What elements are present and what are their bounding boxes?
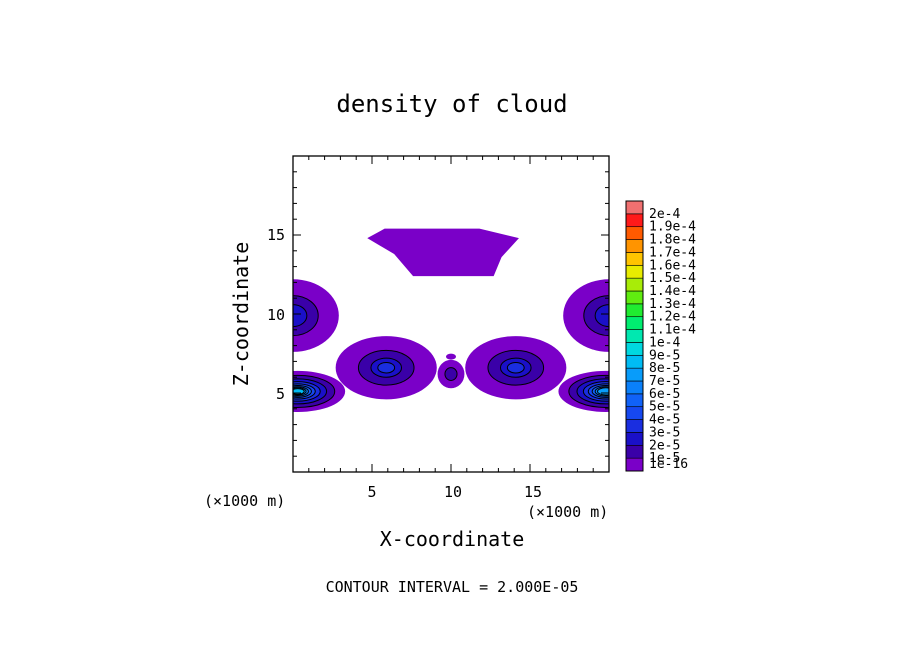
colorbar-swatch [625,200,644,215]
contour-cell-center-right-cell [465,336,567,400]
colorbar-label: 6e-5 [649,387,680,402]
colorbar-label: 1.7e-4 [649,245,696,260]
contour-cell-left-edge-upper-cell [293,279,339,352]
colorbar-label: 1.8e-4 [649,233,696,248]
colorbar-swatch [625,393,644,408]
colorbar-swatch [625,213,644,228]
colorbar-label: 8e-5 [649,361,680,376]
colorbar: 1e-161e-52e-53e-54e-55e-56e-57e-58e-59e-… [625,200,696,472]
colorbar-label: 1e-4 [649,335,680,350]
colorbar-swatch [625,329,644,343]
axis-ticks [293,156,609,472]
colorbar-swatch [625,239,644,253]
x-axis-label: X-coordinate [380,527,525,551]
contour-level-3 [377,361,396,374]
colorbar-label: 1.9e-4 [649,220,696,235]
colorbar-swatch [625,252,644,266]
y-unit-label: (×1000 m) [204,492,285,510]
contour-interval-note: CONTOUR INTERVAL = 2.000E-05 [326,578,579,596]
x-tick-label: 15 [524,483,542,501]
colorbar-swatch [625,264,644,279]
contour-cell-center-small-cell [437,359,465,389]
colorbar-label: 2e-5 [649,438,680,453]
colorbar-label: 7e-5 [649,374,680,389]
colorbar-swatch [625,419,644,433]
colorbar-swatch [625,444,644,459]
colorbar-label: 5e-5 [649,400,680,415]
x-unit-label: (×1000 m) [527,503,608,521]
colorbar-swatch [625,226,644,240]
colorbar-swatch [625,367,644,382]
contour-cell-left-edge-lower-cell [293,370,346,412]
colorbar-swatch [625,380,644,395]
colorbar-swatch [625,354,644,369]
y-tick-label: 15 [267,226,285,244]
colorbar-label: 3e-5 [649,425,680,440]
colorbar-label: 1.6e-4 [649,258,696,273]
contour-level-7 [597,387,609,396]
colorbar-label: 1e-16 [649,457,688,472]
contour-field [293,228,609,412]
colorbar-label: 1.1e-4 [649,323,696,338]
y-tick-label: 10 [267,306,285,324]
colorbar-label: 4e-5 [649,413,680,428]
colorbar-swatch [625,457,644,472]
chart-title: density of cloud [336,90,567,118]
contour-cell-center-left-cell [335,336,437,400]
plot-frame [292,155,610,473]
colorbar-swatch [625,303,644,318]
colorbar-swatch [625,342,644,356]
x-tick-label: 5 [367,483,376,501]
colorbar-label: 2e-4 [649,207,680,222]
colorbar-swatch [625,316,644,330]
y-axis-label: Z-coordinate [229,242,253,387]
contour-level-3 [506,361,525,374]
contour-level-2 [594,304,609,328]
colorbar-frame [625,200,644,472]
colorbar-label: 1.5e-4 [649,271,696,286]
contour-cell-right-edge-upper-cell [563,279,609,352]
colorbar-swatch [625,290,644,305]
colorbar-swatch [625,432,644,446]
colorbar-label: 1e-5 [649,451,680,466]
colorbar-label: 9e-5 [649,348,680,363]
colorbar-swatch [625,277,644,292]
contour-level-1 [444,367,458,381]
contour-cell-upper-plateau [367,228,519,277]
colorbar-label: 1.2e-4 [649,310,696,325]
x-tick-label: 10 [444,483,462,501]
colorbar-label: 1.3e-4 [649,297,696,312]
contour-cell-center-cap [446,353,456,360]
colorbar-label: 1.4e-4 [649,284,696,299]
contour-cell-right-edge-lower-cell [558,370,609,412]
y-tick-label: 5 [276,385,285,403]
colorbar-swatch [625,406,644,420]
